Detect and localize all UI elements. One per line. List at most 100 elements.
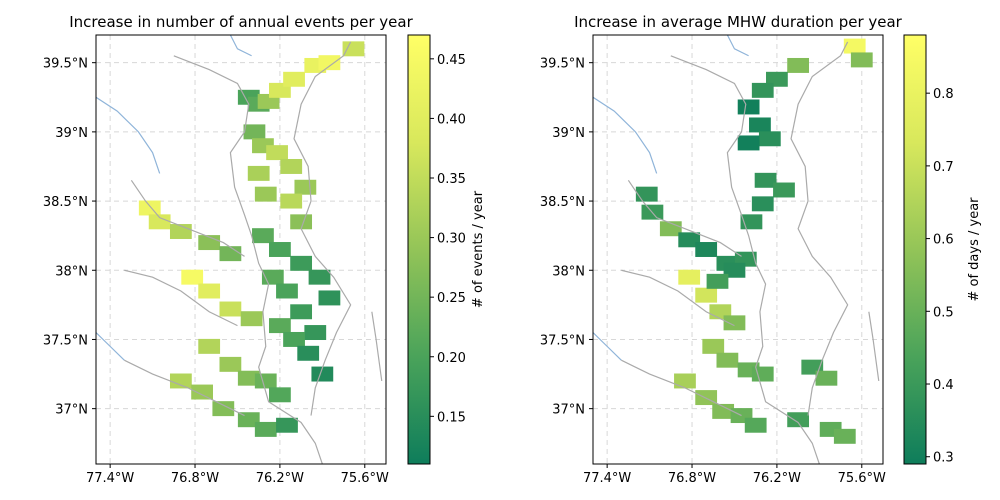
x-tick-label: 75.6°W: [341, 471, 389, 486]
colorbar-tick-label: 0.8: [933, 87, 954, 102]
data-cell: [695, 242, 718, 257]
x-tick-label: 76.8°W: [171, 471, 219, 486]
data-cell: [737, 99, 760, 115]
x-tick-label: 76.8°W: [668, 471, 716, 486]
river-line: [96, 332, 125, 361]
data-cell: [706, 273, 729, 289]
colorbar-tick-label: 0.35: [437, 172, 466, 187]
coastline: [621, 269, 735, 327]
data-cell: [311, 366, 334, 382]
data-cell: [181, 269, 204, 285]
river-line: [726, 35, 749, 57]
data-cell: [269, 242, 291, 257]
data-cell: [716, 352, 739, 368]
data-cell: [198, 283, 221, 299]
data-cell: [269, 318, 291, 334]
river-line: [593, 96, 658, 174]
data-cell: [138, 200, 161, 216]
data-cell: [294, 179, 317, 195]
y-tick-label: 39°N: [552, 126, 585, 141]
data-cell: [290, 255, 313, 271]
panel-1: Increase in number of annual events per …: [43, 13, 486, 486]
data-cell: [304, 325, 327, 341]
data-cell: [276, 417, 298, 433]
data-cell: [737, 135, 760, 151]
data-cell: [751, 82, 774, 98]
y-tick-label: 39.5°N: [540, 57, 585, 72]
data-cell: [678, 232, 701, 248]
data-cell: [212, 401, 235, 417]
colorbar-tick-label: 0.5: [933, 305, 954, 320]
y-tick-label: 37°N: [55, 403, 88, 418]
data-cell: [237, 370, 260, 386]
coastline: [124, 359, 245, 417]
river-line: [229, 35, 252, 57]
data-cell: [243, 124, 266, 140]
data-cell: [740, 214, 763, 230]
chart-title: Increase in average MHW duration per yea…: [574, 13, 903, 31]
coastline: [293, 41, 352, 416]
map-layer: [593, 35, 880, 464]
y-tick-label: 39.5°N: [43, 57, 88, 72]
data-cell: [297, 345, 320, 361]
data-cell: [280, 193, 303, 209]
y-tick-label: 37°N: [552, 403, 585, 418]
data-cell: [850, 52, 873, 68]
river-line: [593, 332, 622, 361]
colorbar-tick-label: 0.3: [933, 451, 954, 466]
data-cell: [254, 421, 277, 437]
data-cell: [290, 304, 313, 320]
data-cell: [342, 41, 365, 57]
coastline: [130, 179, 245, 257]
data-cell: [283, 331, 305, 347]
colorbar-tick-label: 0.20: [437, 351, 466, 366]
data-cell: [254, 373, 277, 389]
colorbar: 0.15 0.20 0.25 0.30 0.35 0.40 0.45 # of events …: [407, 34, 486, 465]
coastline: [621, 359, 742, 417]
data-cell: [695, 287, 718, 303]
data-cell: [695, 390, 718, 406]
colorbar-tick-label: 0.7: [933, 160, 954, 175]
data-cell: [787, 412, 810, 428]
gridlines: [593, 35, 883, 464]
data-cell: [723, 315, 746, 331]
data-cell: [283, 71, 305, 87]
data-cell: [744, 417, 767, 433]
data-cell: [754, 172, 777, 188]
data-cell: [833, 428, 856, 444]
data-cell: [723, 262, 746, 278]
y-tick-label: 38.5°N: [540, 195, 585, 210]
coastline: [670, 55, 820, 464]
coastline: [371, 311, 383, 382]
data-cell: [749, 117, 771, 133]
data-cell: [318, 290, 341, 306]
colorbar-bar: [903, 34, 927, 465]
data-cell: [758, 131, 781, 147]
data-cell: [751, 196, 774, 212]
chart-title: Increase in number of annual events per …: [69, 13, 413, 31]
x-tick-label: 76.2°W: [753, 471, 801, 486]
x-tick-label: 76.2°W: [256, 471, 304, 486]
data-cell: [843, 38, 866, 54]
data-cell: [276, 283, 298, 299]
data-cell: [252, 228, 274, 244]
y-tick-label: 39°N: [55, 126, 88, 141]
data-cell: [751, 366, 774, 382]
data-cell: [773, 182, 795, 198]
data-cell: [712, 403, 735, 419]
coastline: [124, 269, 238, 327]
colorbar-tick-label: 0.30: [437, 232, 466, 247]
data-cell: [280, 158, 303, 174]
colorbar-tick-label: 0.4: [933, 378, 954, 393]
x-tick-label: 75.6°W: [838, 471, 886, 486]
data-cell: [247, 165, 270, 181]
y-tick-label: 38.5°N: [43, 195, 88, 210]
data-cell: [237, 412, 260, 428]
data-cell: [635, 186, 658, 202]
coastline: [790, 41, 849, 416]
coastline: [868, 311, 880, 382]
data-cell: [266, 145, 288, 161]
data-cell: [787, 57, 810, 73]
data-cell: [702, 338, 725, 354]
